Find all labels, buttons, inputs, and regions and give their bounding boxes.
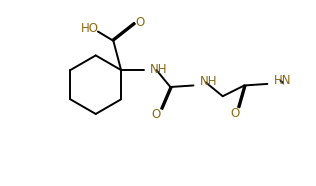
Text: O: O	[230, 107, 240, 120]
Text: O: O	[152, 108, 161, 121]
Text: NH: NH	[200, 75, 217, 88]
Text: HO: HO	[81, 22, 99, 35]
Text: NH: NH	[150, 63, 168, 76]
Text: HN: HN	[274, 74, 292, 86]
Text: O: O	[136, 16, 145, 29]
